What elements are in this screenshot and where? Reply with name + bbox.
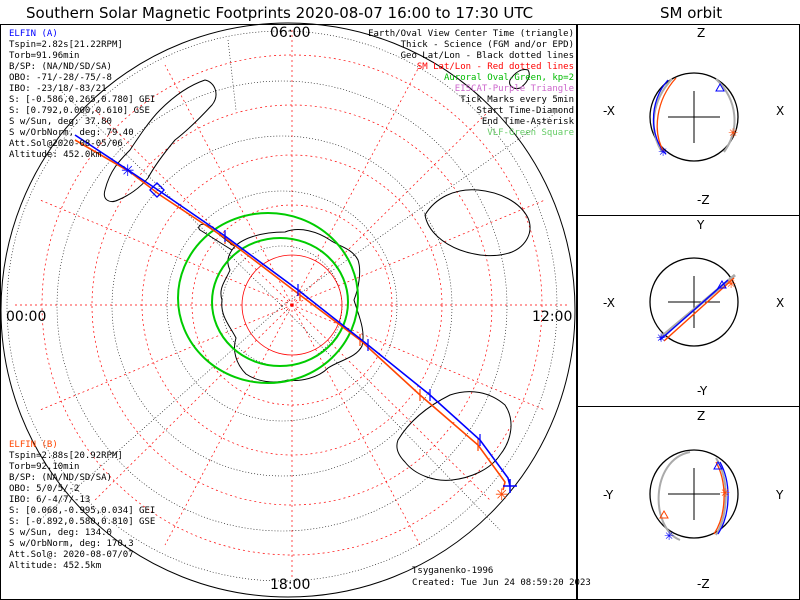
legend: Earth/Oval View Center Time (triangle) Th… xyxy=(368,29,574,139)
elfin-b-track xyxy=(74,139,506,491)
elfin-b-info: ELFIN (B) Tspin=2.88s[20.92RPM] Torb=92.1… xyxy=(9,440,155,572)
south-america-outline xyxy=(103,79,217,203)
orbit-1-bottom-label: -Z xyxy=(697,193,710,207)
elfin-b-info-line: S: [-0.892,0.580,0.810] GSE xyxy=(9,517,156,527)
legend-item: Tick Marks every 5min xyxy=(460,95,574,105)
orbit-2-top-label: Y xyxy=(697,218,705,232)
legend-item: End Time-Asterisk xyxy=(481,117,574,127)
time-tick-bottom: 18:00 xyxy=(270,577,311,593)
svg-text:✳: ✳ xyxy=(720,486,730,500)
legend-item: Geo Lat/Lon - Black dotted lines xyxy=(400,51,574,61)
antarctica-outline xyxy=(220,229,364,383)
legend-item: VLF-Green Square xyxy=(487,128,574,138)
elfin-a-info-line: OBO: -71/-28/-75/-8 xyxy=(9,73,112,83)
elfin-a-info-line: Altitude: 452.0km xyxy=(9,150,102,160)
legend-item: EISCAT-Purple Triangle xyxy=(454,84,574,94)
orbit-3-left-label: -Y xyxy=(603,488,614,502)
elfin-b-info-line: IBO: 6/-4/7/-13 xyxy=(9,495,91,505)
legend-item: Start Time-Diamond xyxy=(476,106,574,116)
horizon-circle xyxy=(0,22,576,598)
author-label: Tsyganenko-1996 xyxy=(412,566,494,576)
new-zealand-outline xyxy=(509,69,530,89)
legend-item: Auroral Oval-Green, kp=2 xyxy=(443,73,574,83)
elfin-a-info-line: S: [-0.586,0.265,0.780] GEI xyxy=(9,95,156,105)
elfin-a-end-cross xyxy=(503,479,517,493)
elfin-a-track xyxy=(74,134,511,487)
elfin-a-info: ELFIN (A) Tspin=2.82s[21.22RPM] Torb=91.9… xyxy=(9,29,155,161)
orbit-1-left-label: -X xyxy=(603,104,615,118)
orbit-panel-xy: ✳ ✳ xyxy=(649,257,739,347)
orbit-2-left-label: -X xyxy=(603,296,615,310)
elfin-a-info-line: IBO: -23/18/-83/21 xyxy=(9,84,107,94)
orbit-panel-yz: ✳ ✳ xyxy=(649,449,739,543)
elfin-b-info-line: OBO: 5/0/5/-2 xyxy=(9,484,80,494)
orbit-3-right-label: Y xyxy=(776,488,784,502)
elfin-b-end-asterisk: ✳ xyxy=(495,485,508,504)
elfin-b-info-line: Torb=92.10min xyxy=(9,462,80,472)
africa-outline xyxy=(396,391,512,481)
orbit-3-top-label: Z xyxy=(697,409,706,423)
time-tick-right: 12:00 xyxy=(532,309,573,325)
page-title: Southern Solar Magnetic Footprints 2020-… xyxy=(26,4,534,22)
orbit-2-bottom-label: -Y xyxy=(697,384,708,398)
auroral-oval xyxy=(177,212,359,384)
elfin-b-info-line: B/SP: (NA/ND/SD/SA) xyxy=(9,473,112,483)
orbit-title: SM orbit xyxy=(660,4,723,22)
elfin-a-info-line: Att.Sol@2020-08-05/06 xyxy=(9,139,123,149)
elfin-a-start-diamond xyxy=(149,182,165,198)
elfin-a-info-line: S w/Sun, deg: 37.80 xyxy=(9,117,112,127)
svg-text:✳: ✳ xyxy=(664,529,674,543)
svg-text:✳: ✳ xyxy=(726,277,736,291)
geo-grid xyxy=(6,30,561,582)
time-tick-top: 06:00 xyxy=(270,25,311,41)
elfin-a-asterisk: ✳ xyxy=(121,161,134,180)
orbit-1-right-label: X xyxy=(776,104,785,118)
svg-text:✳: ✳ xyxy=(658,145,668,159)
elfin-a-info-line: Torb=91.96min xyxy=(9,51,80,61)
elfin-a-info-line: S w/OrbNorm, deg: 79.40 xyxy=(9,128,134,138)
elfin-a-info-line: Tspin=2.82s[21.22RPM] xyxy=(9,40,123,50)
legend-item: Thick - Science (FGM and/or EPD) xyxy=(400,40,574,50)
orbit-1-top-label: Z xyxy=(697,26,706,40)
elfin-a-ticks xyxy=(224,230,481,446)
elfin-a-info-line: S: [0.792,0.000,0.610] GSE xyxy=(9,106,150,116)
elfin-b-info-line: S w/OrbNorm, deg: 170.3 xyxy=(9,539,134,549)
legend-item: SM Lat/Lon - Red dotted lines xyxy=(416,62,574,72)
sm-grid xyxy=(15,30,570,580)
elfin-b-info-line: Altitude: 452.5km xyxy=(9,561,102,571)
elfin-b-header: ELFIN (B) xyxy=(9,440,58,450)
orbit-2-right-label: X xyxy=(776,296,785,310)
elfin-a-info-line: B/SP: (NA/ND/SD/SA) xyxy=(9,62,112,72)
elfin-a-header: ELFIN (A) xyxy=(9,29,58,39)
time-tick-left: 00:00 xyxy=(6,309,47,325)
sm-inner-circle xyxy=(241,254,343,356)
elfin-b-info-line: S: [0.068,-0.995,0.034] GEI xyxy=(9,506,156,516)
elfin-b-info-line: Tspin=2.88s[20.92RPM] xyxy=(9,451,123,461)
legend-item: Earth/Oval View Center Time (triangle) xyxy=(368,29,574,39)
svg-text:✳: ✳ xyxy=(728,126,738,140)
elfin-b-info-line: Att.Sol@: 2020-08-07/07 xyxy=(9,550,134,560)
australia-outline xyxy=(424,189,531,257)
elfin-b-info-line: S w/Sun, deg: 134.0 xyxy=(9,528,112,538)
orbit-panel-xz: ✳ ✳ xyxy=(649,72,739,162)
orbit-3-bottom-label: -Z xyxy=(697,577,710,591)
created-label: Created: Tue Jun 24 08:59:20 2023 xyxy=(412,578,591,588)
svg-text:✳: ✳ xyxy=(656,331,666,345)
